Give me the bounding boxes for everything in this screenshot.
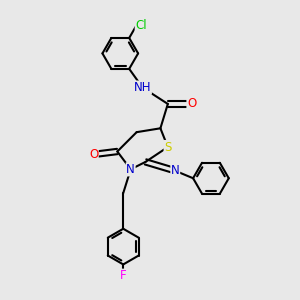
Text: N: N: [126, 163, 135, 176]
Text: O: O: [89, 148, 98, 161]
Text: S: S: [164, 140, 172, 154]
Text: Cl: Cl: [135, 19, 147, 32]
Text: N: N: [171, 164, 180, 177]
Text: F: F: [120, 269, 127, 282]
Text: NH: NH: [134, 81, 151, 94]
Text: O: O: [187, 98, 196, 110]
